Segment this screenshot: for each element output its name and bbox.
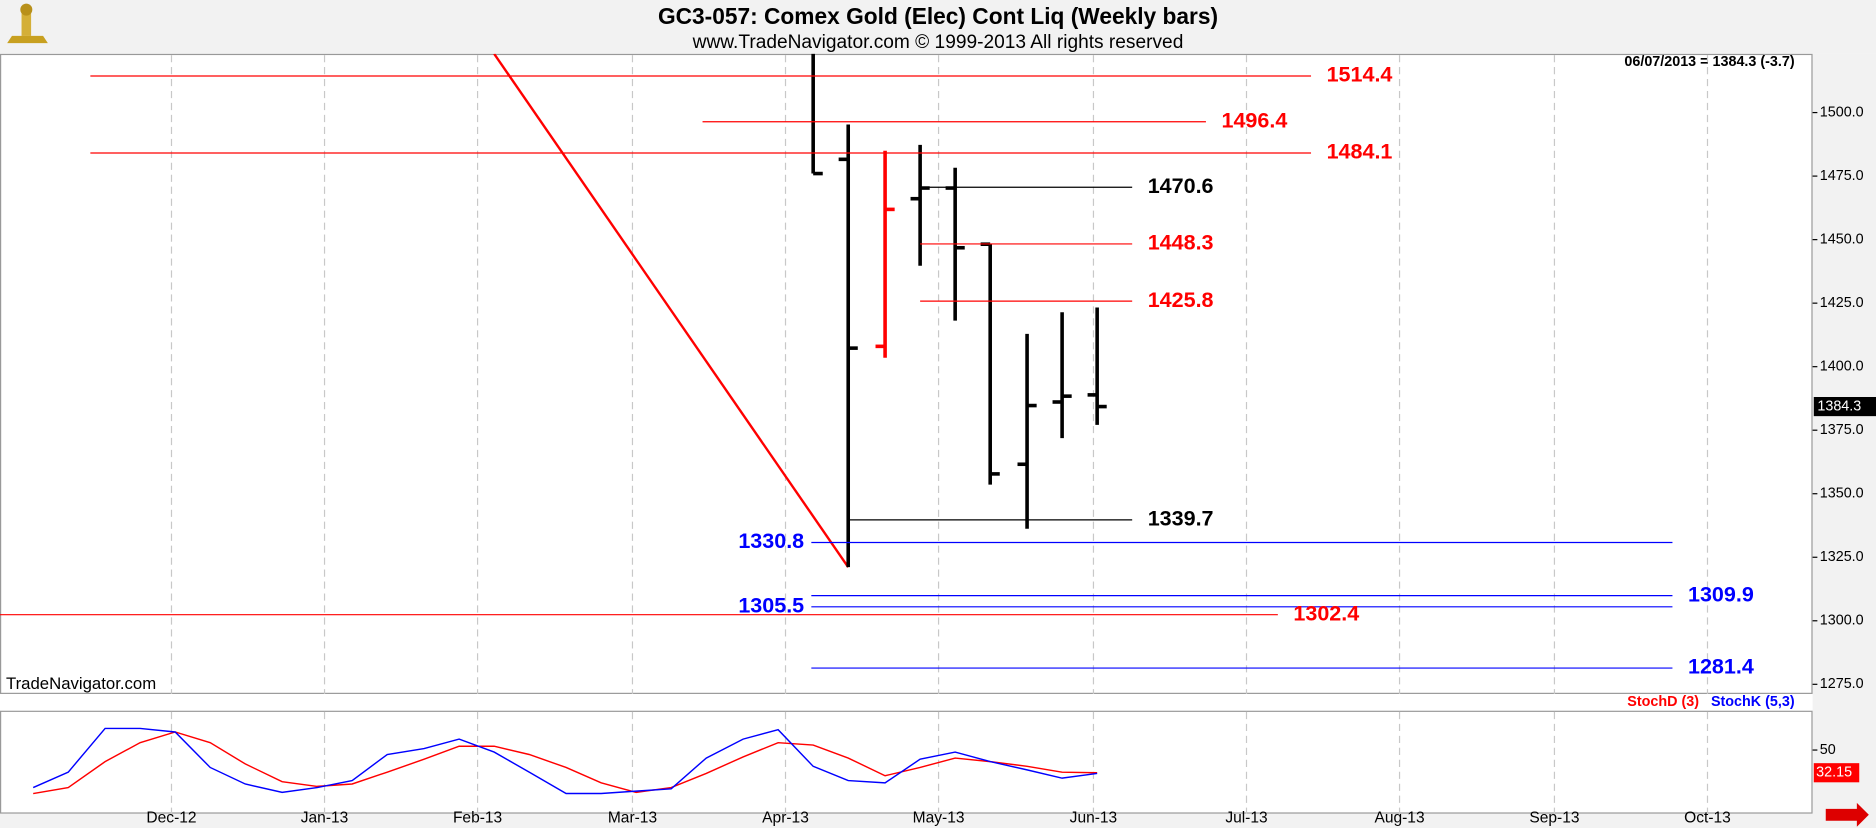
level-label: 1425.8 [1148,288,1214,312]
level-label: 1514.4 [1327,63,1393,87]
legend-entry: StochK (5,3) [1711,694,1795,710]
logo [7,3,48,44]
price-marker: 1384.3 [1817,398,1861,414]
x-tick-label: Dec-12 [146,810,196,827]
level-label: 1309.9 [1688,582,1754,606]
x-tick-label: Mar-13 [608,810,657,827]
header-band [0,0,1876,54]
y-tick-label: 1375.0 [1820,422,1864,438]
x-tick-label: May-13 [913,810,965,827]
y-axis-band [1812,53,1876,814]
level-label: 1448.3 [1148,231,1214,255]
level-label: 1281.4 [1688,655,1754,679]
stoch-line [33,731,1098,795]
level-label: 1302.4 [1293,601,1359,625]
watermark: TradeNavigator.com [6,674,156,693]
separator [0,693,1876,711]
value-marker: 32.15 [1816,765,1852,781]
y-tick-label: 50 [1820,742,1836,758]
y-tick-label: 1400.0 [1820,358,1864,374]
x-tick-label: Sep-13 [1529,810,1579,827]
last-quote: 06/07/2013 = 1384.3 (-3.7) [1624,54,1794,70]
level-label: 1496.4 [1221,108,1287,132]
level-label: 1339.7 [1148,507,1214,531]
x-axis-band [0,813,1876,828]
stoch-line [32,727,1098,795]
y-tick-label: 1450.0 [1820,231,1864,247]
value-marker-box [1813,763,1860,783]
y-tick-label: 1300.0 [1820,613,1864,629]
y-tick-label: 1275.0 [1820,676,1864,692]
subtitle: www.TradeNavigator.com © 1999-2013 All r… [692,32,1184,53]
x-tick-label: Jun-13 [1070,810,1118,827]
x-tick-label: Aug-13 [1374,810,1424,827]
main-frame [0,53,1813,694]
legend-entry: StochD (3) [1627,694,1699,710]
stoch-frame [0,710,1813,814]
price-marker-box [1813,397,1876,417]
y-tick-label: 1350.0 [1820,486,1864,502]
y-tick-label: 1325.0 [1820,549,1864,565]
level-label: 1305.5 [738,593,804,617]
level-label: 1470.6 [1148,174,1214,198]
y-tick-label: 1500.0 [1820,104,1864,120]
x-tick-label: Jan-13 [301,810,349,827]
x-tick-label: Apr-13 [762,810,809,827]
x-tick-label: Oct-13 [1684,810,1731,827]
x-tick-label: Jul-13 [1225,810,1267,827]
title: GC3-057: Comex Gold (Elec) Cont Liq (Wee… [658,3,1218,29]
trendline [493,53,850,568]
y-tick-label: 1475.0 [1820,168,1864,184]
y-tick-label: 1425.0 [1820,295,1864,311]
level-label: 1330.8 [738,529,804,553]
level-label: 1484.1 [1327,140,1393,164]
x-tick-label: Feb-13 [453,810,502,827]
